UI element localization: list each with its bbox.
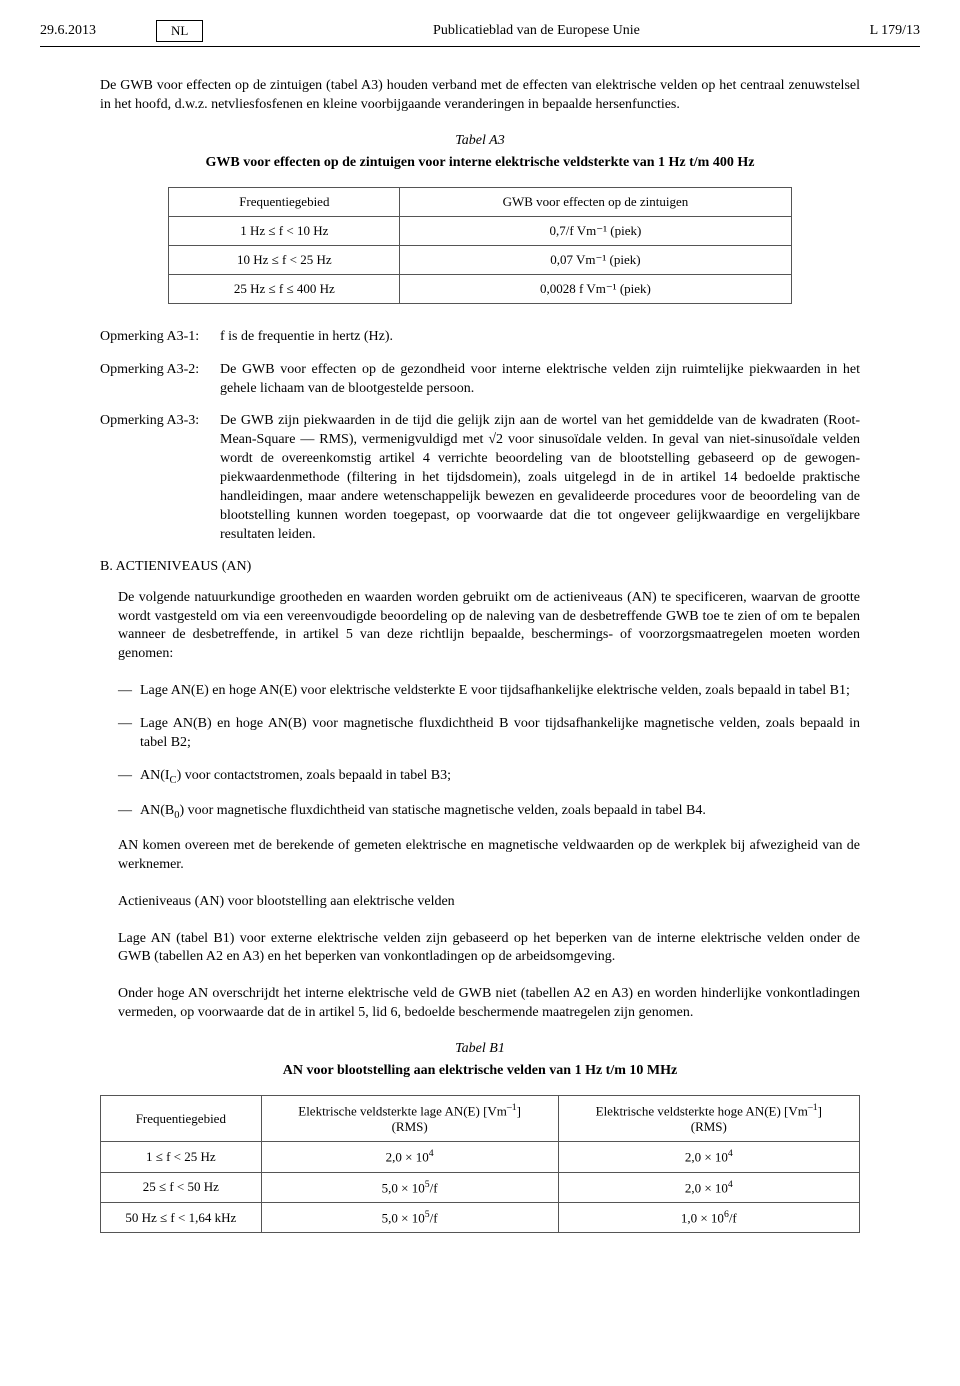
section-b-head: B. ACTIENIVEAUS (AN) [100, 559, 860, 575]
header-title: Publicatieblad van de Europese Unie [433, 23, 640, 39]
section-b-p3: Lage AN (tabel B1) voor externe elektris… [118, 930, 860, 968]
content-body: De GWB voor effecten op de zintuigen (ta… [100, 77, 860, 1233]
note-a3-2: Opmerking A3-2: De GWB voor effecten op … [100, 361, 860, 399]
intro-para: De GWB voor effecten op de zintuigen (ta… [100, 77, 860, 115]
header-date: 29.6.2013 [40, 23, 96, 39]
table-b1-label: Tabel B1 [100, 1041, 860, 1057]
bullet-item: — Lage AN(B) en hoge AN(B) voor magnetis… [118, 715, 860, 753]
header-lang: NL [156, 20, 203, 42]
table-b1: Frequentiegebied Elektrische veldsterkte… [100, 1095, 860, 1233]
col-header: Elektrische veldsterkte lage AN(E) [Vm–1… [261, 1096, 558, 1142]
note-a3-3: Opmerking A3-3: De GWB zijn piekwaarden … [100, 412, 860, 544]
section-b-p4: Onder hoge AN overschrijdt het interne e… [118, 985, 860, 1023]
table-row: Frequentiegebied Elektrische veldsterkte… [101, 1096, 860, 1142]
table-a3-label: Tabel A3 [100, 133, 860, 149]
section-b-p2: Actieniveaus (AN) voor blootstelling aan… [118, 893, 860, 912]
bullet-item: — AN(IC) voor contactstromen, zoals bepa… [118, 767, 860, 788]
table-b1-caption: AN voor blootstelling aan elektrische ve… [100, 1063, 860, 1079]
table-row: Frequentiegebied GWB voor effecten op de… [169, 187, 791, 216]
table-row: 50 Hz ≤ f < 1,64 kHz 5,0 × 105/f 1,0 × 1… [101, 1203, 860, 1233]
table-a3: Frequentiegebied GWB voor effecten op de… [168, 187, 791, 304]
table-row: 25 ≤ f < 50 Hz 5,0 × 105/f 2,0 × 104 [101, 1172, 860, 1202]
table-row: 10 Hz ≤ f < 25 Hz 0,07 Vm⁻¹ (piek) [169, 245, 791, 274]
table-row: 25 Hz ≤ f ≤ 400 Hz 0,0028 f Vm⁻¹ (piek) [169, 274, 791, 303]
table-row: 1 Hz ≤ f < 10 Hz 0,7/f Vm⁻¹ (piek) [169, 216, 791, 245]
col-header: Frequentiegebied [101, 1096, 262, 1142]
bullet-item: — AN(B0) voor magnetische fluxdichtheid … [118, 802, 860, 823]
col-header: Elektrische veldsterkte hoge AN(E) [Vm–1… [558, 1096, 859, 1142]
col-header: Frequentiegebied [169, 187, 400, 216]
note-a3-1: Opmerking A3-1: f is de frequentie in he… [100, 328, 860, 347]
section-b-p1: AN komen overeen met de berekende of gem… [118, 837, 860, 875]
col-header: GWB voor effecten op de zintuigen [400, 187, 791, 216]
section-b-intro: De volgende natuurkundige grootheden en … [118, 589, 860, 665]
table-a3-caption: GWB voor effecten op de zintuigen voor i… [100, 155, 860, 171]
header-page: L 179/13 [870, 23, 920, 39]
page-header: 29.6.2013 NL Publicatieblad van de Europ… [40, 20, 920, 47]
table-row: 1 ≤ f < 25 Hz 2,0 × 104 2,0 × 104 [101, 1142, 860, 1172]
bullet-item: — Lage AN(E) en hoge AN(E) voor elektris… [118, 682, 860, 701]
